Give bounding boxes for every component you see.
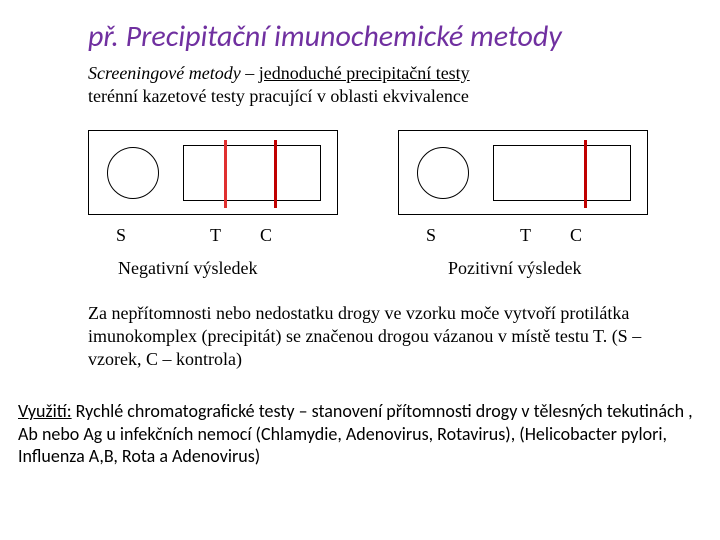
label-c: C bbox=[570, 225, 582, 246]
band-t-icon bbox=[224, 140, 227, 208]
result-window bbox=[493, 145, 631, 201]
label-s: S bbox=[116, 225, 126, 246]
label-s: S bbox=[426, 225, 436, 246]
band-c-icon bbox=[584, 140, 587, 208]
band-c-icon bbox=[274, 140, 277, 208]
diagram-area: S T C S T C Negativní výsledek Pozitivní… bbox=[88, 130, 648, 260]
subtitle-block: Screeningové metody – jednoduché precipi… bbox=[88, 62, 470, 107]
label-c: C bbox=[260, 225, 272, 246]
subtitle-line1: Screeningové metody – jednoduché precipi… bbox=[88, 62, 470, 85]
explanation-paragraph: Za nepřítomnosti nebo nedostatku drogy v… bbox=[88, 302, 643, 371]
cassette-negative bbox=[88, 130, 338, 215]
usage-paragraph: Využití: Rychlé chromatografické testy –… bbox=[18, 400, 702, 468]
subtitle-underlined: jednoduché precipitační testy bbox=[259, 63, 470, 83]
sample-well-icon bbox=[417, 147, 469, 199]
label-t: T bbox=[520, 225, 531, 246]
subtitle-italic: Screeningové metody bbox=[88, 63, 241, 83]
positive-result-label: Pozitivní výsledek bbox=[448, 258, 582, 279]
sample-well-icon bbox=[107, 147, 159, 199]
page-title: př. Precipitační imunochemické metody bbox=[88, 18, 562, 55]
label-t: T bbox=[210, 225, 221, 246]
subtitle-dash: – bbox=[241, 63, 259, 83]
usage-text: Rychlé chromatografické testy – stanoven… bbox=[18, 400, 693, 467]
cassette-positive bbox=[398, 130, 648, 215]
subtitle-line2: terénní kazetové testy pracující v oblas… bbox=[88, 85, 470, 108]
usage-label: Využití: bbox=[18, 400, 72, 422]
negative-result-label: Negativní výsledek bbox=[118, 258, 257, 279]
result-window bbox=[183, 145, 321, 201]
